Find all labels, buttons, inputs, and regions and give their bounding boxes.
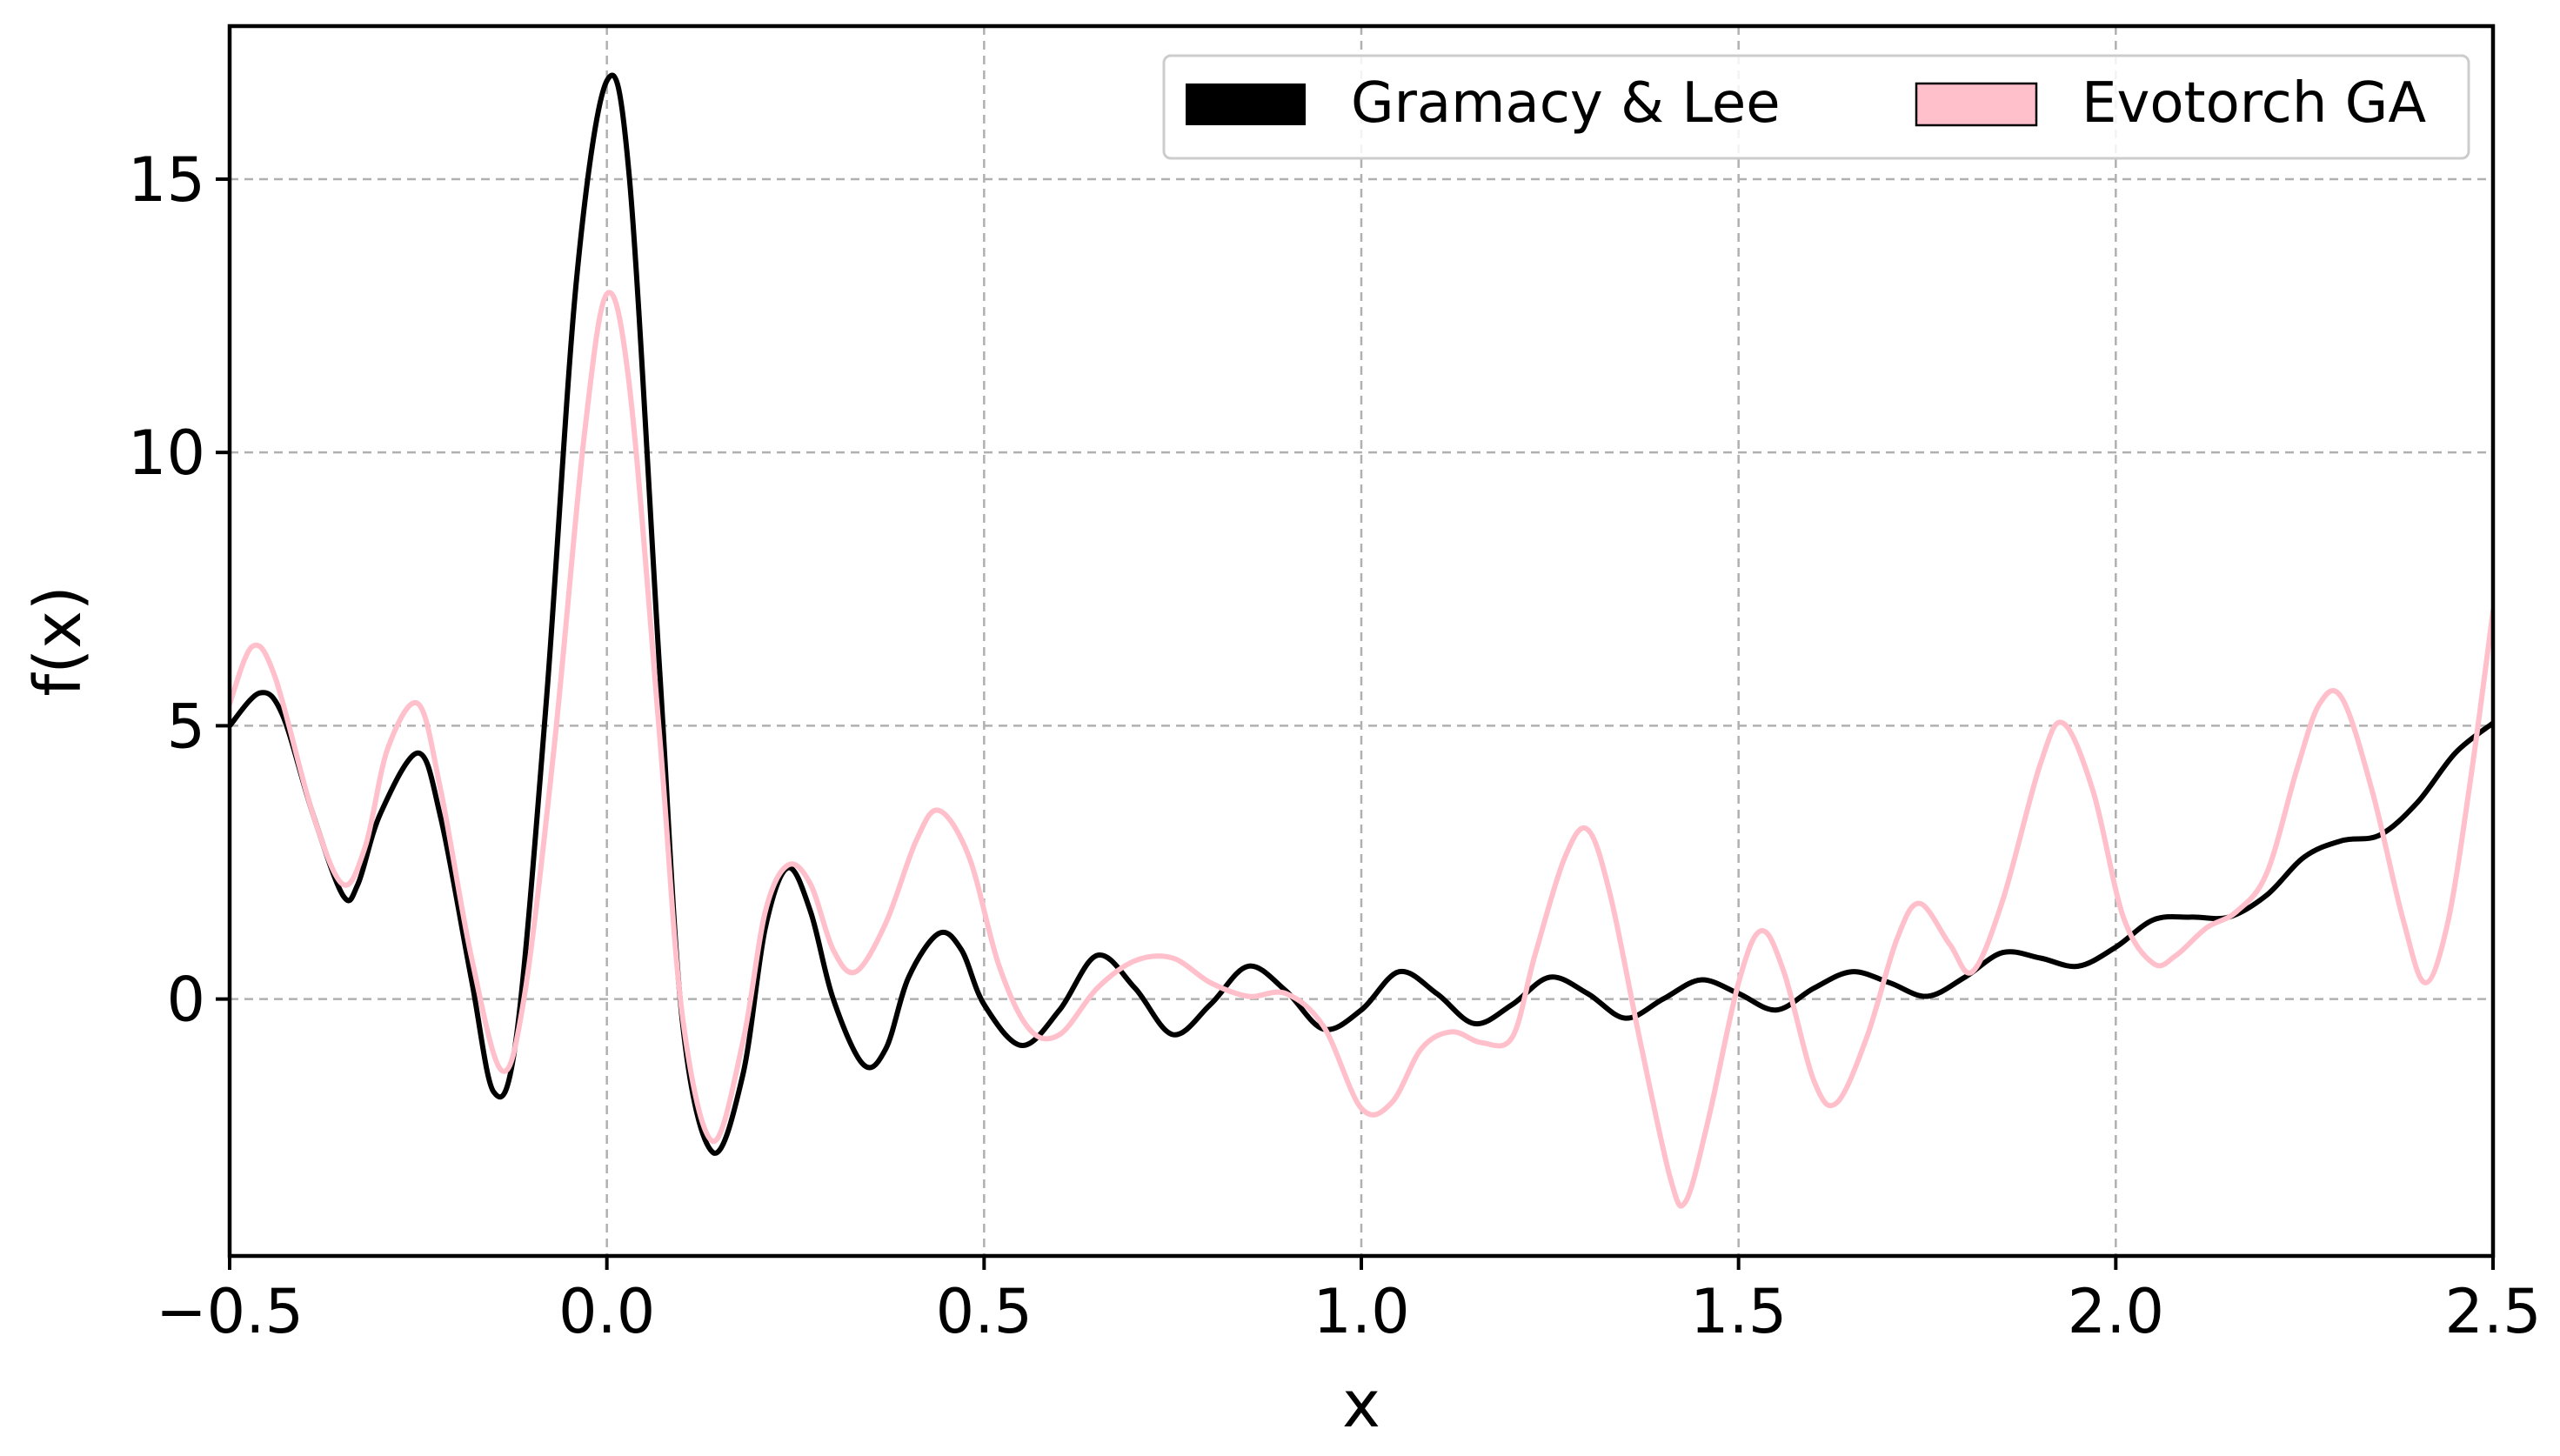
y-axis: 0 5 10 15 [128,144,230,1036]
x-tick-label: 1.5 [1690,1276,1787,1347]
x-tick-label: 2.0 [2068,1276,2164,1347]
x-tick-label: 0.5 [936,1276,1033,1347]
x-tick-label: 0.0 [558,1276,655,1347]
y-tick-label: 10 [128,417,205,489]
y-axis-title: f(x) [21,585,96,697]
legend-label-evotorch-ga: Evotorch GA [2082,71,2426,136]
x-tick-label: 1.0 [1313,1276,1409,1347]
x-tick-label: 2.5 [2444,1276,2541,1347]
y-tick-label: 0 [166,965,205,1036]
legend-swatch-evotorch-ga [1915,82,2038,127]
x-axis: −0.5 0.0 0.5 1.0 1.5 2.0 2.5 [156,1256,2542,1347]
legend-swatch-gramacy-lee [1186,83,1306,125]
series-group [230,72,2493,1209]
legend: Gramacy & Lee Evotorch GA [1162,54,2470,160]
x-axis-title: x [1342,1367,1380,1442]
legend-box [1162,54,2470,160]
y-tick-label: 5 [166,691,205,762]
x-tick-label: −0.5 [156,1276,304,1347]
legend-label-gramacy-lee: Gramacy & Lee [1351,71,1781,136]
series-line-evotorch-ga [230,290,2493,1209]
y-tick-label: 15 [128,144,205,216]
